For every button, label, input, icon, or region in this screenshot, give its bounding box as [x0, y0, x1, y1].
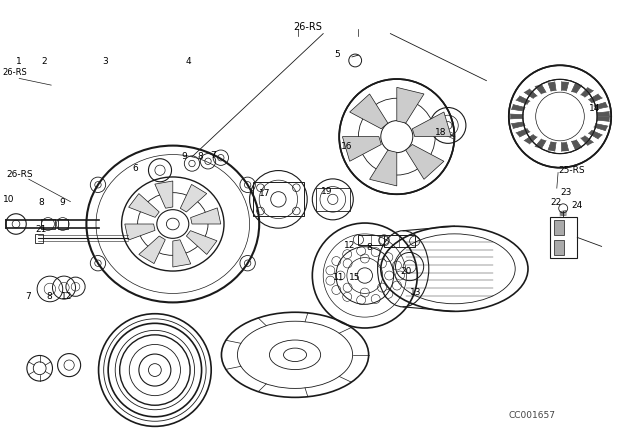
Text: 8: 8 — [38, 198, 44, 207]
Bar — [41, 219, 55, 229]
Polygon shape — [524, 89, 537, 99]
Text: 26-RS: 26-RS — [292, 22, 322, 32]
Polygon shape — [412, 112, 451, 137]
Polygon shape — [516, 96, 530, 104]
Polygon shape — [511, 122, 525, 129]
Bar — [358, 235, 384, 245]
Text: 23: 23 — [560, 188, 572, 197]
Polygon shape — [561, 82, 569, 91]
Polygon shape — [596, 116, 610, 121]
Text: 12: 12 — [61, 292, 72, 301]
Text: 9: 9 — [59, 198, 65, 207]
Text: 22: 22 — [550, 198, 562, 207]
Polygon shape — [594, 124, 608, 131]
Polygon shape — [510, 114, 523, 119]
Bar — [58, 219, 68, 229]
Polygon shape — [349, 94, 388, 129]
Text: 4: 4 — [186, 57, 191, 66]
Polygon shape — [406, 145, 444, 179]
Polygon shape — [524, 134, 537, 144]
Text: 13: 13 — [410, 288, 421, 297]
Text: 5: 5 — [334, 50, 340, 59]
Polygon shape — [180, 185, 207, 212]
Text: 7: 7 — [210, 151, 216, 160]
Text: 2: 2 — [42, 57, 47, 66]
Polygon shape — [561, 142, 569, 151]
Text: 8: 8 — [366, 243, 372, 252]
Bar — [384, 235, 415, 247]
Text: 15: 15 — [349, 273, 360, 282]
Polygon shape — [516, 129, 530, 137]
Text: 20: 20 — [400, 267, 412, 276]
Polygon shape — [572, 140, 582, 150]
Text: 14: 14 — [589, 104, 600, 113]
Text: 7: 7 — [26, 292, 31, 301]
Polygon shape — [535, 84, 546, 94]
Text: 18: 18 — [435, 128, 447, 137]
Text: 17: 17 — [259, 189, 271, 198]
Text: 9: 9 — [182, 152, 188, 161]
Polygon shape — [125, 224, 155, 240]
Polygon shape — [139, 236, 165, 263]
Polygon shape — [155, 181, 173, 208]
Polygon shape — [397, 87, 424, 123]
Text: 26-RS: 26-RS — [2, 68, 27, 77]
Polygon shape — [596, 112, 610, 116]
Polygon shape — [369, 150, 397, 186]
Text: 8: 8 — [197, 152, 203, 161]
Polygon shape — [594, 102, 608, 109]
Polygon shape — [580, 87, 593, 97]
Bar — [554, 240, 564, 255]
Bar — [316, 188, 350, 211]
Bar — [253, 182, 304, 216]
Text: 24: 24 — [572, 201, 583, 210]
Text: 10: 10 — [3, 195, 15, 204]
Polygon shape — [548, 142, 556, 151]
Polygon shape — [580, 136, 593, 146]
Text: 21: 21 — [35, 225, 47, 234]
Text: 11: 11 — [333, 273, 344, 282]
Text: CC001657: CC001657 — [509, 411, 556, 420]
Text: 26-RS: 26-RS — [6, 170, 33, 179]
Text: 8: 8 — [46, 292, 52, 301]
Text: 12: 12 — [344, 241, 356, 250]
Text: 1: 1 — [16, 57, 22, 66]
Polygon shape — [129, 194, 159, 217]
Polygon shape — [572, 83, 582, 93]
Text: 6: 6 — [132, 164, 138, 172]
Polygon shape — [588, 130, 602, 139]
Text: 3: 3 — [102, 57, 108, 66]
Bar — [550, 217, 577, 258]
Polygon shape — [191, 208, 221, 224]
Polygon shape — [535, 139, 546, 149]
Polygon shape — [342, 137, 381, 161]
Bar — [554, 220, 564, 235]
Polygon shape — [548, 82, 556, 91]
Polygon shape — [173, 240, 191, 267]
Polygon shape — [588, 94, 602, 103]
Text: 25-RS: 25-RS — [558, 166, 585, 175]
Bar — [35, 234, 43, 243]
Text: 16: 16 — [340, 142, 352, 151]
Text: 19: 19 — [321, 187, 333, 196]
Polygon shape — [511, 104, 525, 111]
Polygon shape — [186, 231, 217, 254]
